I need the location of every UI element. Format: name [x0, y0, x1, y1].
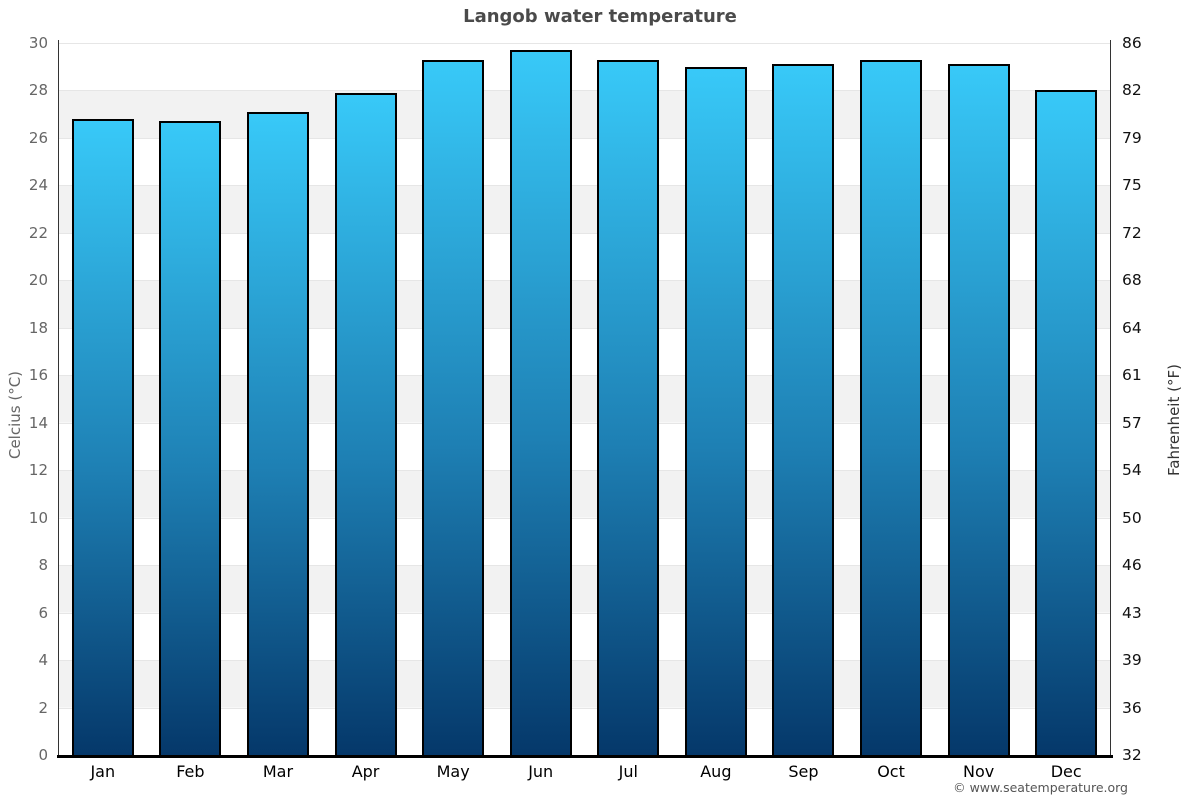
x-axis-label-dec: Dec [1050, 762, 1082, 781]
celsius-tick-4: 4 [38, 651, 48, 670]
gridline-8 [59, 565, 1110, 567]
x-axis-label-sep: Sep [788, 762, 819, 781]
x-axis-label-apr: Apr [351, 762, 380, 781]
celsius-tick-8: 8 [38, 556, 48, 575]
fahrenheit-tick-43: 43 [1122, 603, 1142, 622]
fahrenheit-tick-61: 61 [1122, 366, 1142, 385]
bar-oct [860, 59, 923, 755]
x-axis-label-feb: Feb [176, 762, 205, 781]
fahrenheit-tick-39: 39 [1122, 651, 1142, 670]
chart-title: Langob water temperature [463, 6, 737, 27]
celsius-tick-24: 24 [28, 176, 48, 195]
gridline-4 [59, 660, 1110, 662]
celsius-tick-30: 30 [28, 34, 48, 52]
fahrenheit-tick-50: 50 [1122, 508, 1142, 527]
celsius-tick-18: 18 [28, 318, 48, 337]
celsius-tick-20: 20 [28, 271, 48, 290]
bar-apr [334, 92, 397, 755]
bar-jul [597, 59, 660, 755]
plot-area [59, 43, 1110, 755]
fahrenheit-tick-54: 54 [1122, 461, 1142, 480]
bar-dec [1035, 90, 1098, 755]
x-axis-label-jul: Jul [618, 762, 638, 781]
gridline-2 [59, 707, 1110, 709]
gridline-12 [59, 470, 1110, 472]
fahrenheit-tick-79: 79 [1122, 128, 1142, 147]
fahrenheit-tick-68: 68 [1122, 271, 1142, 290]
bar-nov [947, 64, 1010, 755]
gridline-30 [59, 43, 1110, 44]
gridline-20 [59, 280, 1110, 282]
fahrenheit-tick-82: 82 [1122, 81, 1142, 100]
gridline-10 [59, 517, 1110, 519]
gridline-24 [59, 185, 1110, 187]
celsius-tick-0: 0 [38, 746, 48, 764]
x-axis-label-mar: Mar [262, 762, 294, 781]
celsius-tick-22: 22 [28, 223, 48, 242]
fahrenheit-tick-64: 64 [1122, 318, 1142, 337]
bar-feb [159, 121, 222, 755]
gridline-6 [59, 612, 1110, 614]
gridline-16 [59, 375, 1110, 377]
x-axis-label-aug: Aug [700, 762, 732, 781]
fahrenheit-tick-86: 86 [1122, 34, 1142, 52]
gridline-26 [59, 137, 1110, 139]
x-axis-label-may: May [436, 762, 470, 781]
bar-mar [246, 111, 309, 755]
y-axis-line-left [58, 40, 59, 756]
y-axis-line-right [1110, 40, 1111, 756]
x-axis-line [57, 755, 1113, 758]
x-axis-label-jan: Jan [90, 762, 116, 781]
celsius-tick-10: 10 [28, 508, 48, 527]
x-axis-label-oct: Oct [877, 762, 905, 781]
celsius-tick-6: 6 [38, 603, 48, 622]
site-credit-link[interactable]: © www.seatemperature.org [953, 780, 1128, 795]
fahrenheit-tick-75: 75 [1122, 176, 1142, 195]
bar-aug [684, 66, 747, 755]
fahrenheit-tick-57: 57 [1122, 413, 1142, 432]
bar-jan [71, 118, 134, 755]
fahrenheit-tick-36: 36 [1122, 698, 1142, 717]
celsius-tick-2: 2 [38, 698, 48, 717]
fahrenheit-tick-72: 72 [1122, 223, 1142, 242]
gridline-18 [59, 327, 1110, 329]
celsius-tick-16: 16 [28, 366, 48, 385]
celsius-tick-28: 28 [28, 81, 48, 100]
x-axis-label-nov: Nov [963, 762, 995, 781]
x-axis-label-jun: Jun [528, 762, 554, 781]
celsius-tick-12: 12 [28, 461, 48, 480]
gridline-14 [59, 422, 1110, 424]
bar-may [422, 59, 485, 755]
celsius-tick-26: 26 [28, 128, 48, 147]
fahrenheit-tick-46: 46 [1122, 556, 1142, 575]
bar-jun [509, 50, 572, 755]
fahrenheit-tick-32: 32 [1122, 746, 1142, 764]
gridline-22 [59, 232, 1110, 234]
bar-sep [772, 64, 835, 755]
gridline-28 [59, 90, 1110, 92]
celsius-tick-14: 14 [28, 413, 48, 432]
